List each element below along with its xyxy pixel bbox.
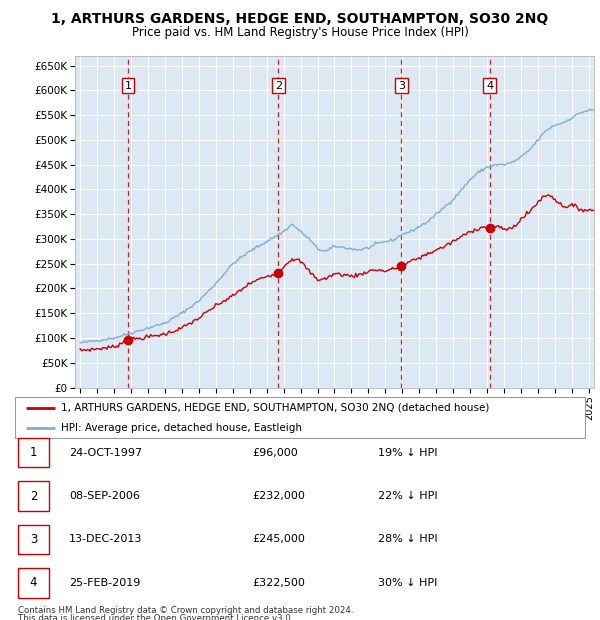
Text: £96,000: £96,000 xyxy=(252,448,298,458)
Text: 19% ↓ HPI: 19% ↓ HPI xyxy=(378,448,437,458)
Text: £232,000: £232,000 xyxy=(252,491,305,501)
Text: 30% ↓ HPI: 30% ↓ HPI xyxy=(378,578,437,588)
Text: 13-DEC-2013: 13-DEC-2013 xyxy=(69,534,142,544)
Text: Price paid vs. HM Land Registry's House Price Index (HPI): Price paid vs. HM Land Registry's House … xyxy=(131,26,469,39)
FancyBboxPatch shape xyxy=(15,397,585,438)
Text: 4: 4 xyxy=(486,81,493,91)
Text: HPI: Average price, detached house, Eastleigh: HPI: Average price, detached house, East… xyxy=(61,423,302,433)
Text: Contains HM Land Registry data © Crown copyright and database right 2024.: Contains HM Land Registry data © Crown c… xyxy=(18,606,353,616)
Text: 2: 2 xyxy=(275,81,282,91)
Text: 24-OCT-1997: 24-OCT-1997 xyxy=(69,448,142,458)
Text: 08-SEP-2006: 08-SEP-2006 xyxy=(69,491,140,501)
Text: 28% ↓ HPI: 28% ↓ HPI xyxy=(378,534,437,544)
Text: 2: 2 xyxy=(30,490,37,502)
Text: 4: 4 xyxy=(30,577,37,589)
Text: 22% ↓ HPI: 22% ↓ HPI xyxy=(378,491,437,501)
Text: £245,000: £245,000 xyxy=(252,534,305,544)
Text: 3: 3 xyxy=(30,533,37,546)
Text: 25-FEB-2019: 25-FEB-2019 xyxy=(69,578,140,588)
Text: £322,500: £322,500 xyxy=(252,578,305,588)
Text: 1, ARTHURS GARDENS, HEDGE END, SOUTHAMPTON, SO30 2NQ (detached house): 1, ARTHURS GARDENS, HEDGE END, SOUTHAMPT… xyxy=(61,402,490,413)
Text: 1, ARTHURS GARDENS, HEDGE END, SOUTHAMPTON, SO30 2NQ: 1, ARTHURS GARDENS, HEDGE END, SOUTHAMPT… xyxy=(52,12,548,27)
Text: 3: 3 xyxy=(398,81,405,91)
Text: This data is licensed under the Open Government Licence v3.0.: This data is licensed under the Open Gov… xyxy=(18,614,293,620)
Text: 1: 1 xyxy=(124,81,131,91)
Text: 1: 1 xyxy=(30,446,37,459)
